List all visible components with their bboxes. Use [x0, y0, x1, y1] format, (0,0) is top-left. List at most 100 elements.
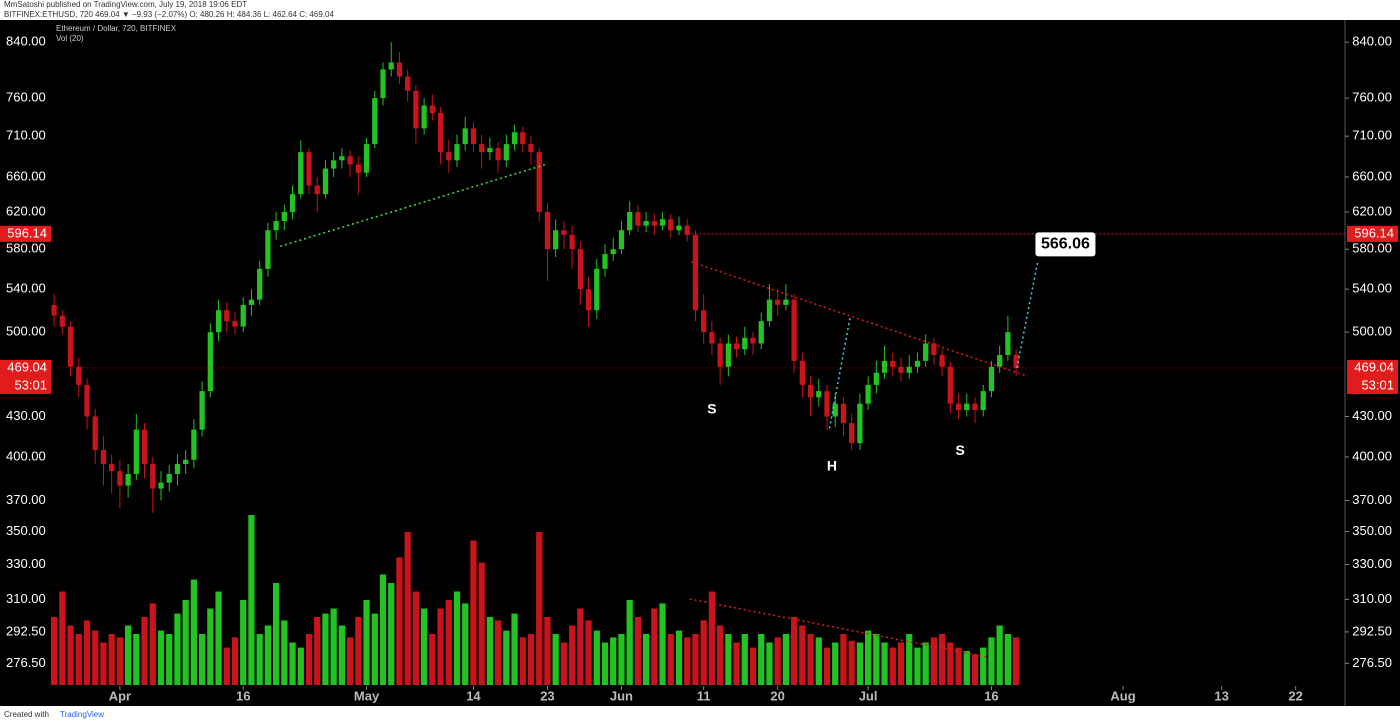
y-tick-label: 660.00 [6, 168, 46, 183]
volume-bar [281, 620, 288, 685]
trend-line [280, 163, 547, 248]
volume-bar [782, 634, 790, 685]
volume-bar [503, 630, 510, 685]
candle-body [988, 366, 995, 392]
y-tick-label: 350.00 [6, 523, 46, 538]
x-tick-label: 16 [984, 688, 998, 703]
volume-bar [174, 613, 181, 685]
volume-bar [634, 617, 642, 685]
volume-bar [100, 642, 107, 685]
x-tick-label: 22 [1288, 688, 1302, 703]
candle-body [380, 69, 386, 99]
last-price-label: 469.04 [1354, 359, 1394, 374]
candle-body [215, 310, 222, 333]
candle-body [643, 221, 649, 226]
volume-bar [527, 634, 535, 685]
candle-body [585, 289, 592, 311]
volume-bar [92, 630, 99, 685]
volume-bar [955, 647, 962, 685]
candle-body [553, 230, 559, 250]
x-tick-label: Jun [610, 688, 633, 703]
candle-body [314, 185, 320, 195]
candle-body [470, 128, 477, 145]
candle-body [947, 366, 953, 404]
x-tick-label: Jul [859, 688, 878, 703]
volume-bar [610, 637, 617, 685]
candle-body [766, 299, 773, 322]
candle-body [347, 156, 353, 165]
candle-body [421, 105, 427, 129]
candle-body [224, 310, 230, 322]
candle-body [405, 76, 411, 91]
chart-title: Ethereum / Dollar, 720, BITFINEX [56, 24, 177, 33]
plot-background [0, 20, 1400, 706]
volume-bar [379, 574, 387, 685]
candle-body [454, 144, 460, 161]
volume-bar [494, 620, 502, 685]
candle-body [775, 299, 781, 305]
candle-body [528, 144, 534, 153]
candle-body [174, 463, 181, 474]
volume-bar [215, 591, 222, 685]
candle-body [248, 299, 255, 305]
volume-bar [272, 583, 280, 685]
volume-bar [536, 532, 543, 685]
candle-body [339, 156, 345, 161]
y-tick-label: 430.00 [6, 408, 46, 423]
candle-body [750, 337, 756, 344]
volume-bar [511, 613, 518, 685]
countdown-label: 53:01 [14, 377, 47, 392]
footer-bar [0, 706, 1400, 724]
x-tick-label: 13 [1214, 688, 1228, 703]
candle-body [1013, 354, 1019, 368]
volume-bar [231, 637, 239, 685]
candle-body [166, 473, 172, 483]
y-tick-label: 292.50 [6, 623, 46, 638]
y-tick-label: 840.00 [6, 34, 46, 49]
candle-body [849, 423, 855, 444]
volume-bar [552, 634, 559, 685]
price-badge-label: 596.14 [1354, 225, 1394, 240]
candle-body [561, 230, 567, 235]
candle-body [59, 315, 65, 327]
y-tick-label: 276.50 [1352, 655, 1392, 670]
candle-body [635, 211, 641, 226]
volume-bar [864, 630, 872, 685]
candle-body [495, 148, 501, 161]
volume-bar [346, 637, 354, 685]
candle-body [923, 343, 929, 361]
candle-body [659, 219, 666, 226]
candle-body [742, 337, 748, 350]
volume-bar [873, 634, 880, 685]
volume-bar [906, 634, 913, 685]
last-price-label: 469.04 [7, 359, 47, 374]
candle-body [602, 254, 608, 269]
volume-bar [83, 620, 91, 685]
y-tick-label: 760.00 [6, 90, 46, 105]
trend-line [691, 261, 1028, 378]
volume-bar [815, 637, 822, 685]
volume-bar [190, 579, 198, 685]
volume-bar [141, 617, 148, 685]
volume-bar [807, 634, 814, 685]
candle-body [997, 355, 1003, 367]
volume-bar [593, 630, 600, 685]
candle-body [906, 366, 912, 373]
volume-bar [157, 630, 165, 685]
volume-bar [749, 647, 757, 685]
candle-body [413, 90, 419, 129]
volume-bar [889, 647, 896, 685]
candle-body [898, 366, 904, 373]
price-badge-label: 596.14 [7, 225, 47, 240]
y-tick-label: 500.00 [1352, 324, 1392, 339]
volume-bar [182, 600, 189, 685]
trend-line [828, 317, 851, 429]
symbol-info: BITFINEX:ETHUSD, 720 469.04 ▼ −9.93 (−2.… [4, 10, 334, 19]
candle-body [799, 360, 805, 385]
volume-bar [1004, 634, 1012, 685]
volume-bar [585, 620, 592, 685]
volume-bar [240, 600, 247, 685]
volume-bar [544, 617, 551, 685]
volume-bar [692, 634, 699, 685]
volume-bar [733, 642, 740, 685]
